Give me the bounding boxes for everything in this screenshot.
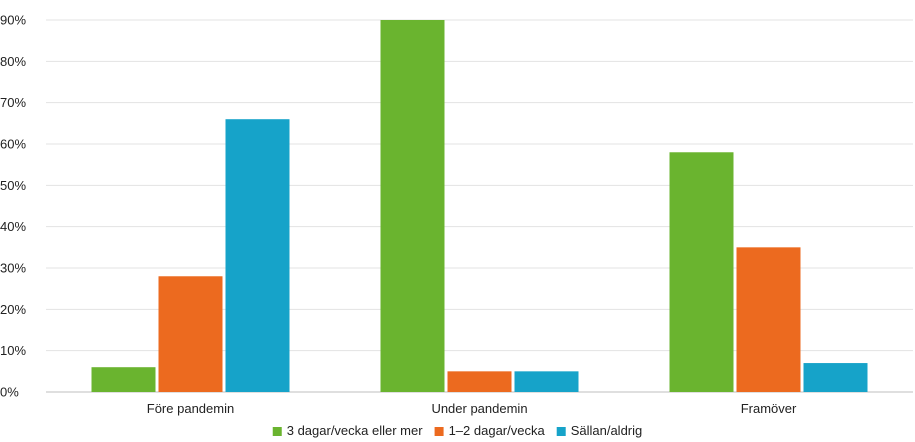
- legend-item: 3 dagar/vecka eller mer: [272, 423, 424, 438]
- y-tick-label: 10%: [0, 343, 26, 358]
- legend-swatch: [556, 427, 566, 436]
- bar-0-1: [158, 276, 223, 392]
- y-tick-label: 50%: [0, 178, 26, 193]
- x-category-label: Framöver: [741, 401, 797, 416]
- y-tick-label: 20%: [0, 302, 26, 317]
- y-tick-label: 70%: [0, 95, 26, 110]
- legend-swatch: [434, 427, 444, 436]
- legend-label: 1–2 dagar/vecka: [449, 423, 546, 438]
- bar-1-1: [447, 371, 512, 392]
- bar-2-2: [803, 363, 868, 392]
- y-tick-label: 90%: [0, 13, 26, 28]
- legend-item: Sällan/aldrig: [556, 423, 643, 438]
- bar-2-1: [736, 247, 801, 392]
- bar-1-0: [380, 20, 445, 392]
- legend-item: 1–2 dagar/vecka: [434, 423, 546, 438]
- legend-label: 3 dagar/vecka eller mer: [287, 423, 424, 438]
- y-tick-label: 40%: [0, 219, 26, 234]
- y-tick-label: 60%: [0, 137, 26, 152]
- bar-0-2: [225, 119, 290, 392]
- x-category-label: Under pandemin: [431, 401, 527, 416]
- y-tick-label: 80%: [0, 54, 26, 69]
- bar-2-0: [669, 152, 734, 392]
- y-tick-label: 30%: [0, 261, 26, 276]
- legend-label: Sällan/aldrig: [571, 423, 643, 438]
- bar-0-0: [91, 367, 156, 392]
- legend-swatch: [272, 427, 282, 436]
- bar-1-2: [514, 371, 579, 392]
- y-tick-label: 0%: [0, 385, 19, 400]
- x-category-label: Före pandemin: [147, 401, 234, 416]
